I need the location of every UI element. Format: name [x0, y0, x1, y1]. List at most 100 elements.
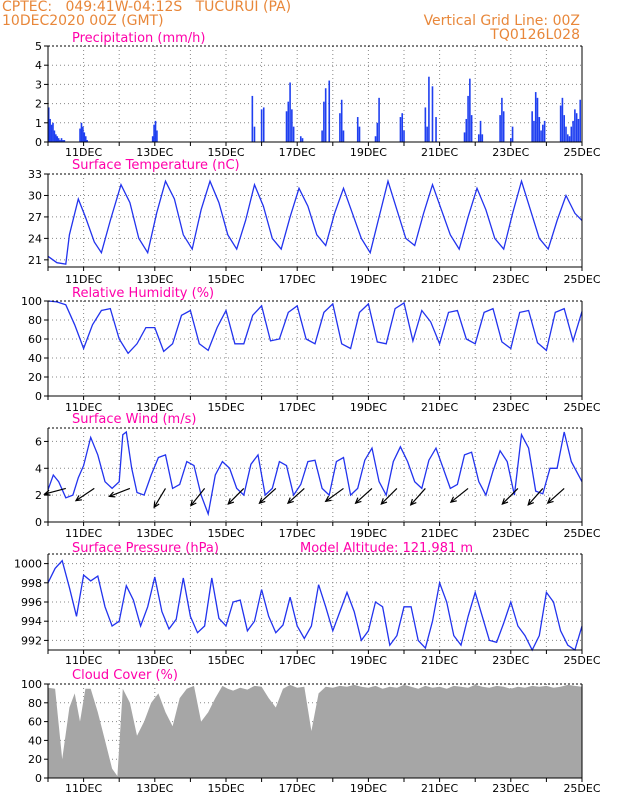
wind-vector — [108, 487, 131, 498]
x-tick-label: 25DEC — [563, 273, 600, 286]
station-header: CPTEC: 049:41W-04:12S TUCURUI (PA) — [2, 0, 292, 15]
precip-bar — [511, 126, 514, 142]
pressure-title: Surface Pressure (hPa) — [72, 541, 219, 556]
wind-title: Surface Wind (m/s) — [72, 412, 196, 427]
y-tick-label: 80 — [28, 697, 42, 710]
precip-bar — [292, 126, 295, 142]
precip-bar — [57, 138, 60, 142]
x-tick-label: 23DEC — [492, 401, 529, 414]
pressure-panel: 992 994 996 998 1000 11DEC 13DEC 15DEC 17DEC 19DE… — [14, 541, 601, 667]
x-tick-label: 21DEC — [421, 782, 458, 795]
precip-bar — [79, 128, 81, 142]
precip-bar — [80, 122, 83, 142]
precip-bar — [463, 132, 466, 142]
precip-bar — [50, 124, 53, 142]
model-code: TQ0126L028 — [490, 27, 580, 43]
x-tick-label: 19DEC — [350, 146, 387, 159]
precip-bar — [323, 101, 325, 142]
y-tick-label: 3 — [35, 78, 42, 91]
precip-bar — [469, 78, 471, 142]
wind-vector — [501, 488, 519, 505]
x-tick-label: 11DEC — [65, 527, 102, 540]
y-tick-label: 2 — [35, 489, 42, 502]
x-tick-label: 13DEC — [136, 273, 173, 286]
x-tick-label: 23DEC — [492, 146, 529, 159]
x-tick-label: 11DEC — [65, 654, 102, 667]
precip-bar — [579, 99, 582, 142]
precip-bar — [289, 82, 291, 142]
precip-bar — [253, 126, 256, 142]
wind-vector — [324, 487, 344, 503]
y-tick-label: 60 — [28, 333, 42, 346]
x-tick-label: 11DEC — [65, 782, 102, 795]
precip-bar — [358, 126, 361, 142]
x-tick-label: 17DEC — [279, 273, 316, 286]
y-tick-label: 1 — [35, 117, 42, 130]
temp-title: Surface Temperature (nC) — [72, 158, 240, 173]
x-tick-label: 19DEC — [350, 273, 387, 286]
rh-line — [47, 300, 583, 355]
precip-bar — [499, 115, 501, 142]
y-tick-label: 27 — [28, 211, 42, 224]
precip-bar — [538, 117, 541, 142]
y-tick-label: 33 — [28, 168, 42, 181]
precip-bar — [49, 118, 51, 142]
pressure-line — [47, 559, 583, 652]
precip-panel: 0 1 2 3 4 5 11DEC 13DEC 15DEC 17DEC 19DEC 21DEC 23DE… — [35, 31, 601, 159]
precip-bar — [374, 136, 377, 142]
precip-bar — [536, 97, 539, 142]
precip-bar — [510, 138, 512, 142]
y-tick-label: 60 — [28, 716, 42, 729]
x-tick-label: 17DEC — [279, 401, 316, 414]
precip-bar — [339, 113, 341, 142]
wind-vector — [286, 487, 305, 505]
precip-bar — [63, 140, 66, 142]
precip-bar — [481, 134, 484, 142]
precip-bar — [47, 107, 50, 142]
precip-bar — [251, 95, 254, 142]
x-tick-label: 11DEC — [65, 146, 102, 159]
x-tick-label: 15DEC — [207, 527, 244, 540]
precip-bar — [340, 99, 343, 142]
x-tick-label: 11DEC — [65, 401, 102, 414]
x-tick-label: 25DEC — [563, 782, 600, 795]
precip-bar — [540, 130, 542, 142]
precip-bar — [52, 122, 54, 142]
temp-panel: 21 24 27 30 33 11DEC 13DEC 15DEC 17DEC 19DEC 21DEC… — [28, 158, 601, 286]
model-altitude-label: Model Altitude: 121.981 m — [300, 541, 473, 556]
x-tick-label: 19DEC — [350, 401, 387, 414]
precip-bar — [262, 107, 265, 142]
y-tick-label: 100 — [21, 678, 42, 691]
precip-bar — [531, 111, 533, 142]
precip-bar — [428, 76, 430, 142]
x-tick-label: 19DEC — [350, 782, 387, 795]
x-tick-label: 13DEC — [136, 782, 173, 795]
x-tick-label: 25DEC — [563, 146, 600, 159]
y-tick-label: 992 — [21, 634, 42, 647]
precip-bar — [301, 138, 304, 142]
wind-vector — [354, 487, 373, 505]
wind-vector — [380, 488, 398, 505]
y-tick-label: 5 — [35, 40, 42, 53]
precip-bar — [572, 120, 574, 142]
x-tick-label: 13DEC — [136, 146, 173, 159]
x-tick-label: 17DEC — [279, 782, 316, 795]
y-tick-label: 2 — [35, 98, 42, 111]
y-tick-label: 30 — [28, 189, 42, 202]
precip-bar — [399, 117, 402, 142]
x-tick-label: 21DEC — [421, 401, 458, 414]
precip-bar — [431, 86, 434, 142]
grid-note: Vertical Grid Line: 00Z — [423, 13, 580, 29]
precip-bar — [153, 124, 155, 142]
x-tick-label: 25DEC — [563, 654, 600, 667]
x-tick-label: 17DEC — [279, 146, 316, 159]
precip-bar — [53, 130, 56, 142]
cloud-panel: 0 20 40 60 80 100 11DEC 13DEC 15DEC 17DEC 19DEC 21D… — [21, 668, 601, 795]
precip-bar — [542, 124, 544, 142]
precip-bar — [56, 136, 59, 142]
y-tick-label: 40 — [28, 352, 42, 365]
precip-bar — [151, 136, 154, 142]
precip-bar — [403, 130, 405, 142]
precip-bar — [565, 126, 567, 142]
precip-bar — [285, 111, 288, 142]
